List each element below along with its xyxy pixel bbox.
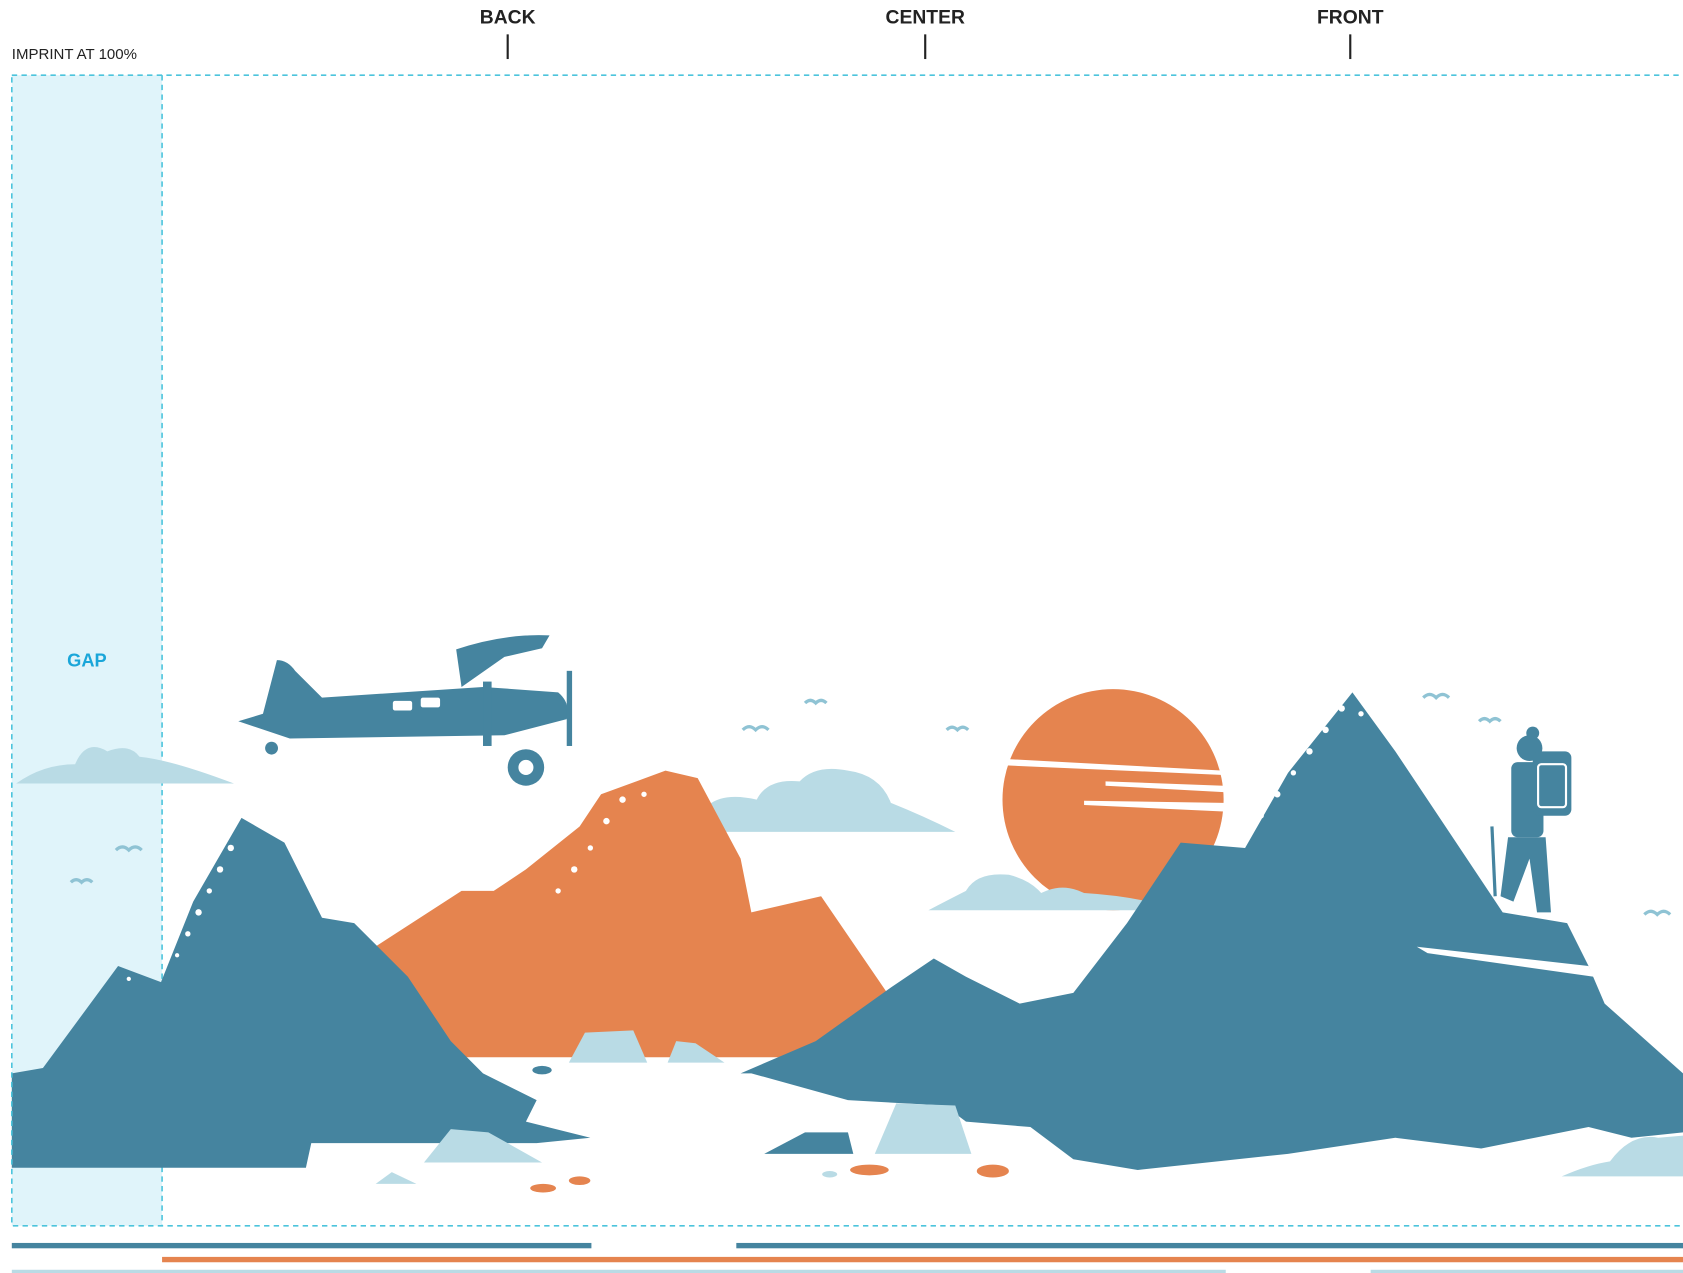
sun	[1002, 689, 1224, 911]
imprint-border	[11, 74, 1683, 1227]
airplane	[238, 635, 573, 786]
back-label: BACK	[480, 8, 536, 29]
birds	[69, 692, 1672, 917]
bottom-bar	[736, 1242, 1683, 1249]
front-label: FRONT	[1317, 8, 1384, 29]
bottom-bar	[11, 1242, 592, 1249]
orange-mountain	[370, 770, 891, 1058]
mountain-streak	[1416, 946, 1594, 977]
gap-label: GAP	[67, 650, 107, 671]
hiker	[1490, 726, 1572, 913]
bottom-bar	[162, 1256, 1683, 1263]
bottom-bar	[1370, 1269, 1683, 1273]
imprint-label: IMPRINT AT 100%	[12, 46, 137, 63]
center-label: CENTER	[886, 8, 965, 29]
rocks	[375, 1030, 1009, 1193]
bottom-bar	[11, 1269, 1226, 1273]
right-mountain	[740, 692, 1683, 1170]
snow	[126, 705, 1364, 982]
left-mountain	[11, 817, 591, 1168]
